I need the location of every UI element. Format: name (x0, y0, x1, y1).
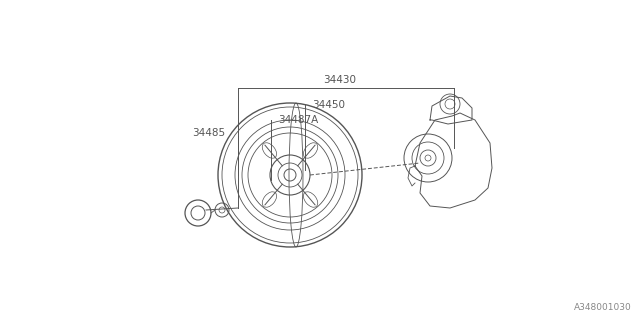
Text: 34487A: 34487A (278, 115, 318, 125)
Text: A348001030: A348001030 (574, 303, 632, 312)
Text: 34450: 34450 (312, 100, 345, 110)
Text: 34485: 34485 (192, 128, 225, 138)
Text: 34430: 34430 (323, 75, 356, 85)
